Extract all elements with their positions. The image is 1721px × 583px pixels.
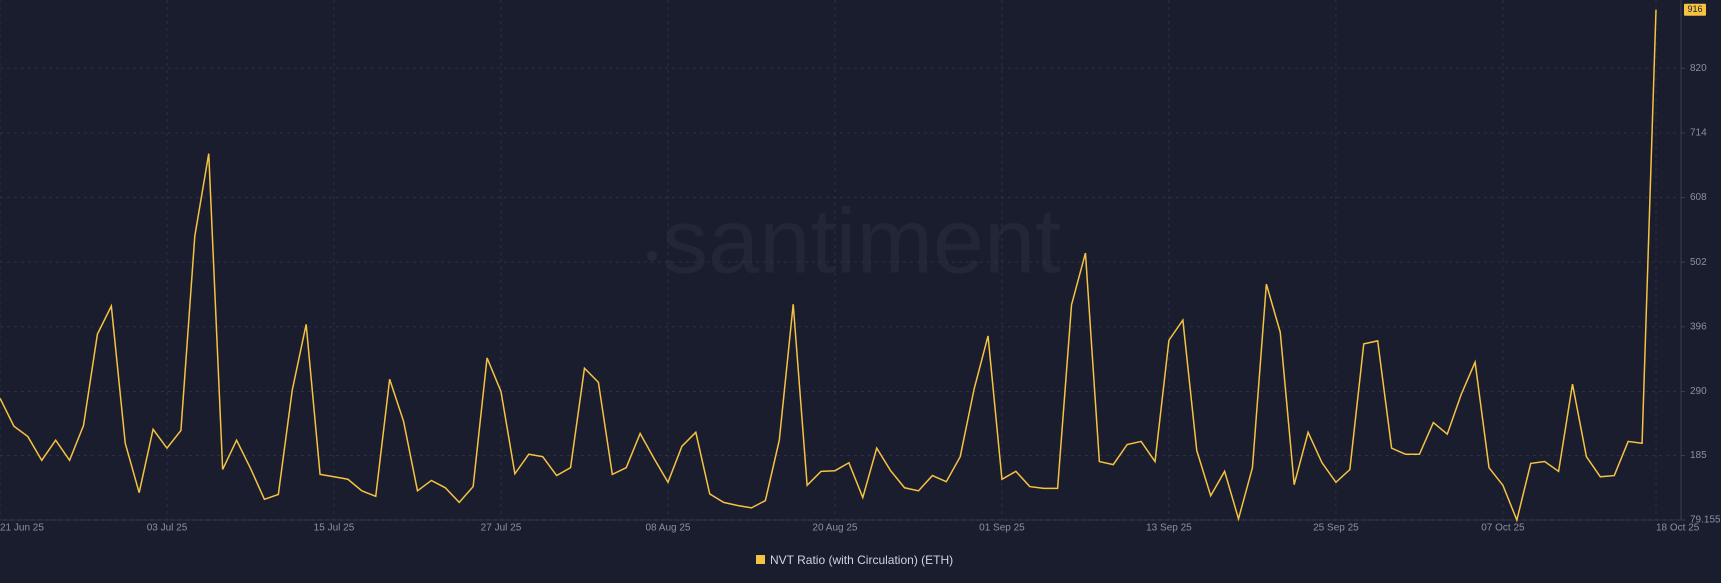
- y-tick-label: 185: [1690, 450, 1707, 461]
- watermark: santiment: [662, 190, 1061, 292]
- y-tick-label: 820: [1690, 63, 1707, 74]
- y-tick-label: 79.155: [1690, 515, 1721, 526]
- x-tick-label: 21 Jun 25: [0, 523, 44, 534]
- x-tick-label: 18 Oct 25: [1656, 523, 1700, 534]
- x-tick-label: 08 Aug 25: [645, 523, 690, 534]
- x-tick-label: 25 Sep 25: [1313, 523, 1359, 534]
- x-tick-label: 13 Sep 25: [1146, 523, 1192, 534]
- watermark-dot: [647, 251, 657, 261]
- last-value-label: 916: [1687, 4, 1702, 14]
- x-tick-label: 27 Jul 25: [481, 523, 522, 534]
- y-tick-label: 290: [1690, 386, 1707, 397]
- x-tick-label: 15 Jul 25: [314, 523, 355, 534]
- y-tick-label: 608: [1690, 192, 1707, 203]
- legend-swatch: [756, 555, 765, 564]
- y-tick-label: 396: [1690, 321, 1707, 332]
- y-tick-label: 502: [1690, 257, 1707, 268]
- legend-label: NVT Ratio (with Circulation) (ETH): [770, 553, 953, 567]
- last-value-badge: [1684, 3, 1706, 16]
- x-tick-label: 20 Aug 25: [812, 523, 857, 534]
- x-tick-label: 03 Jul 25: [147, 523, 188, 534]
- y-tick-label: 714: [1690, 128, 1707, 139]
- x-tick-label: 07 Oct 25: [1481, 523, 1525, 534]
- line: [0, 9, 1657, 523]
- x-tick-label: 01 Sep 25: [979, 523, 1025, 534]
